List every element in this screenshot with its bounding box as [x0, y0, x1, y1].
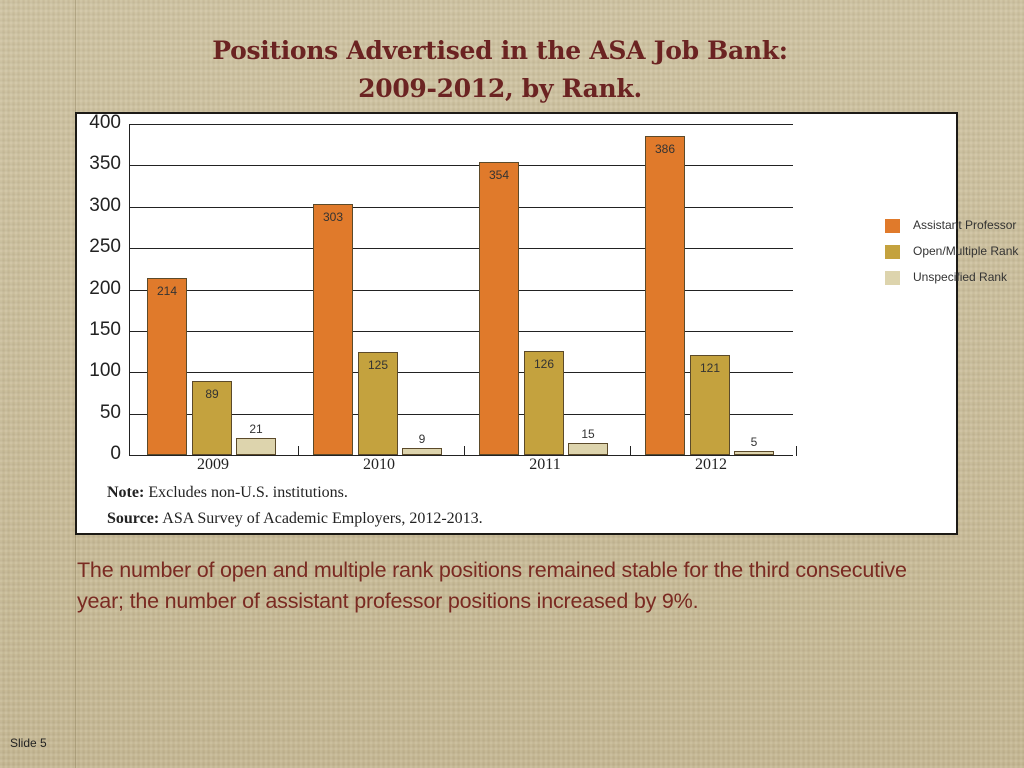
- legend-label: Unspecified Rank: [913, 270, 1008, 284]
- bar-unspecified-rank-2009: [236, 438, 276, 455]
- x-tick-label: 2010: [363, 456, 395, 473]
- y-tick-label: 200: [89, 278, 121, 299]
- gridline: [129, 124, 793, 125]
- source-text: ASA Survey of Academic Employers, 2012-2…: [159, 510, 483, 527]
- x-tick-label: 2009: [197, 456, 229, 473]
- x-tick-label: 2011: [529, 456, 561, 473]
- y-tick-label: 400: [89, 112, 121, 133]
- data-label: 15: [581, 427, 595, 441]
- slide-caption: The number of open and multiple rank pos…: [77, 558, 907, 613]
- gridline: [129, 248, 793, 249]
- bar-unspecified-rank-2010: [402, 448, 442, 455]
- data-label: 89: [205, 387, 219, 401]
- y-tick-label: 300: [89, 195, 121, 216]
- x-axis-tick: [464, 446, 465, 456]
- bar-open-multiple-rank-2011: [524, 351, 564, 455]
- slide-title-line-1: Positions Advertised in the ASA Job Bank…: [212, 36, 788, 65]
- legend-item-open-multiple-rank: Open/Multiple Rank: [885, 244, 1024, 260]
- bar-chart-plot-area: 0 50 100 150 200 250 300 350 400 214 89 21 2009 303 12…: [77, 112, 956, 533]
- legend-label: Open/Multiple Rank: [913, 244, 1019, 258]
- slide-title: Positions Advertised in the ASA Job Bank…: [0, 32, 1000, 108]
- bar-assistant-professor-2009: [147, 278, 187, 455]
- bar-open-multiple-rank-2009: [192, 381, 232, 455]
- chart-source: Source: ASA Survey of Academic Employers…: [107, 510, 483, 528]
- bar-unspecified-rank-2012: [734, 451, 774, 455]
- data-label: 125: [367, 358, 389, 372]
- y-tick-label: 50: [99, 402, 121, 423]
- data-label: 21: [249, 422, 263, 436]
- legend-label: Assistant Professor: [913, 218, 1017, 232]
- y-tick-label: 250: [89, 236, 121, 257]
- data-label: 9: [418, 432, 426, 446]
- bar-open-multiple-rank-2010: [358, 352, 398, 455]
- chart-note: Note: Excludes non-U.S. institutions.: [107, 484, 348, 502]
- data-label: 121: [699, 361, 721, 375]
- y-axis-line: [129, 124, 130, 455]
- data-label: 126: [533, 357, 555, 371]
- legend-swatch: [885, 245, 900, 259]
- y-tick-label: 150: [89, 319, 121, 340]
- legend-swatch: [885, 219, 900, 233]
- y-tick-label: 100: [89, 360, 121, 381]
- gridline: [129, 331, 793, 332]
- bar-assistant-professor-2012: [645, 136, 685, 455]
- data-label: 5: [750, 435, 758, 449]
- bar-assistant-professor-2010: [313, 204, 353, 455]
- data-label: 386: [654, 142, 676, 156]
- x-tick-label: 2012: [695, 456, 727, 473]
- slide-title-line-2: 2009-2012, by Rank.: [358, 74, 642, 103]
- data-label: 354: [488, 168, 510, 182]
- slide-number: Slide 5: [10, 736, 47, 750]
- gridline: [129, 207, 793, 208]
- gridline: [129, 290, 793, 291]
- data-label: 303: [322, 210, 344, 224]
- x-axis-tick: [298, 446, 299, 456]
- x-axis-tick: [630, 446, 631, 456]
- bar-open-multiple-rank-2012: [690, 355, 730, 455]
- data-label: 214: [156, 284, 178, 298]
- gridline: [129, 372, 793, 373]
- chart-frame: 0 50 100 150 200 250 300 350 400 214 89 21 2009 303 12…: [75, 112, 1018, 535]
- legend-swatch: [885, 271, 900, 285]
- y-tick-label: 0: [110, 443, 121, 464]
- x-axis-tick: [796, 446, 797, 456]
- gridline: [129, 414, 793, 415]
- y-tick-label: 350: [89, 153, 121, 174]
- gridline: [129, 455, 793, 456]
- legend-item-unspecified-rank: Unspecified Rank: [885, 270, 1024, 286]
- note-text: Excludes non-U.S. institutions.: [144, 484, 348, 501]
- legend-item-assistant-professor: Assistant Professor: [885, 218, 1024, 234]
- bar-unspecified-rank-2011: [568, 443, 608, 455]
- note-label: Note:: [107, 484, 145, 501]
- gridline: [129, 165, 793, 166]
- source-label: Source:: [107, 510, 160, 527]
- bar-assistant-professor-2011: [479, 162, 519, 455]
